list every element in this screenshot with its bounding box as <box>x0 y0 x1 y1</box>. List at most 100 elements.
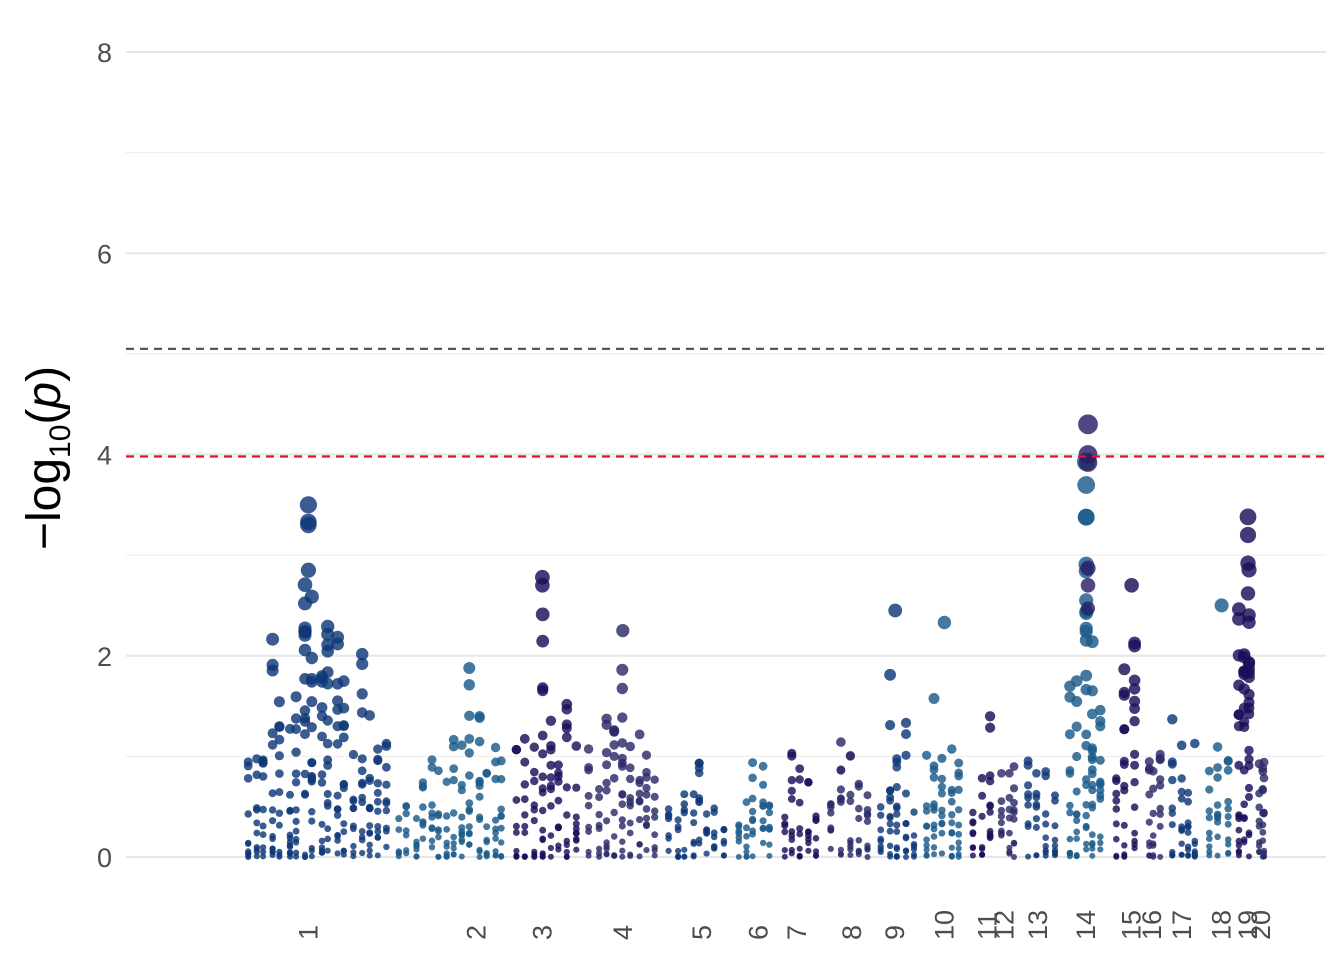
data-point <box>618 816 626 824</box>
data-point <box>483 836 491 844</box>
data-point <box>978 791 987 800</box>
highlight-point <box>1214 598 1229 613</box>
data-point <box>690 819 698 827</box>
data-point <box>291 769 301 778</box>
data-point <box>969 819 977 827</box>
data-point <box>650 775 659 784</box>
data-point <box>938 819 946 827</box>
data-point <box>402 827 410 834</box>
data-point <box>348 749 358 760</box>
data-point <box>253 853 260 860</box>
x-tick-label: 6 <box>743 925 773 940</box>
data-point <box>923 852 930 859</box>
data-point <box>402 802 411 810</box>
data-point <box>690 838 697 846</box>
data-point <box>765 808 774 817</box>
data-point <box>1089 852 1096 859</box>
data-point <box>845 751 856 761</box>
data-point <box>643 822 650 830</box>
data-point <box>938 829 946 837</box>
data-point <box>1112 820 1120 828</box>
data-point <box>893 802 901 811</box>
data-point <box>997 812 1006 820</box>
data-point <box>585 852 592 859</box>
data-point <box>483 823 491 831</box>
data-point <box>365 804 374 812</box>
data-point <box>642 783 651 793</box>
data-point <box>955 839 962 846</box>
data-point <box>1088 831 1096 839</box>
data-point <box>651 807 659 815</box>
data-point <box>609 726 620 737</box>
data-point <box>349 804 358 812</box>
data-point <box>788 828 796 835</box>
data-point <box>374 823 382 830</box>
data-point <box>812 848 820 855</box>
data-point <box>855 804 863 813</box>
data-point <box>955 851 962 858</box>
data-point <box>948 819 956 827</box>
data-point <box>689 790 698 799</box>
data-point <box>603 839 610 846</box>
data-point <box>902 820 910 827</box>
data-point <box>1095 721 1106 732</box>
x-tick-label: 15 <box>1117 910 1147 940</box>
data-point <box>735 853 742 860</box>
data-point <box>928 693 940 704</box>
data-point <box>1112 789 1121 798</box>
x-tick-label: 7 <box>782 925 812 940</box>
data-point <box>450 840 457 847</box>
data-point <box>969 852 976 859</box>
data-point <box>573 846 580 853</box>
data-point <box>609 751 619 762</box>
data-point <box>267 728 278 739</box>
data-point <box>428 813 436 821</box>
data-point <box>498 839 505 846</box>
data-point <box>1213 773 1222 782</box>
data-point <box>877 843 884 850</box>
data-point <box>317 731 327 742</box>
data-point <box>350 825 357 833</box>
data-point <box>930 825 938 833</box>
data-point <box>286 790 294 799</box>
data-point <box>364 710 376 721</box>
data-point <box>947 797 956 806</box>
data-point <box>1113 835 1120 843</box>
data-point <box>324 847 331 854</box>
data-point <box>1130 749 1140 760</box>
data-point <box>1235 848 1242 855</box>
data-point <box>787 786 796 796</box>
data-point <box>450 851 457 858</box>
highlight-point <box>535 578 550 593</box>
data-point <box>1145 818 1153 826</box>
data-point <box>602 760 612 770</box>
data-point <box>1088 769 1097 779</box>
data-point <box>765 801 774 810</box>
data-point <box>1145 790 1154 799</box>
x-tick-label: 2 <box>461 925 491 940</box>
data-point <box>402 809 410 818</box>
data-point <box>258 772 268 781</box>
data-point <box>1260 808 1268 817</box>
data-point <box>1205 807 1214 815</box>
x-tick-label: 9 <box>880 925 910 940</box>
data-point <box>827 809 835 817</box>
data-point <box>1097 846 1104 853</box>
data-point <box>1079 624 1093 639</box>
data-point <box>1005 793 1014 802</box>
data-point <box>1070 675 1083 687</box>
x-tick-label: 4 <box>608 925 638 940</box>
data-point <box>651 813 659 821</box>
data-point <box>795 775 804 784</box>
data-point <box>1150 842 1157 849</box>
data-point <box>847 839 854 847</box>
data-point <box>449 776 458 785</box>
data-point <box>292 806 300 814</box>
data-point <box>634 729 645 740</box>
data-point <box>847 846 854 853</box>
data-point <box>922 750 932 760</box>
data-point <box>308 808 316 816</box>
data-point <box>1214 852 1221 859</box>
data-point <box>979 851 986 858</box>
data-point <box>901 750 911 760</box>
